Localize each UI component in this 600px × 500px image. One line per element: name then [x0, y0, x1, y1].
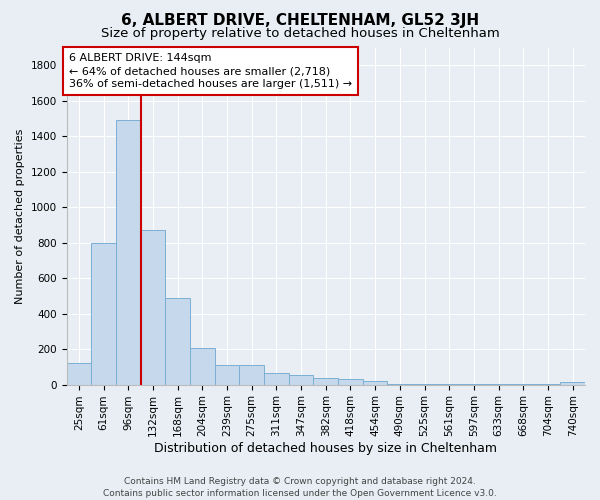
Text: 6, ALBERT DRIVE, CHELTENHAM, GL52 3JH: 6, ALBERT DRIVE, CHELTENHAM, GL52 3JH — [121, 12, 479, 28]
Bar — [140, 230, 165, 384]
Bar — [289, 375, 313, 384]
Bar — [239, 365, 264, 384]
Bar — [91, 242, 116, 384]
Bar — [363, 381, 388, 384]
Bar — [215, 365, 239, 384]
Bar — [264, 373, 289, 384]
Bar — [190, 348, 215, 385]
Bar — [116, 120, 140, 384]
Y-axis label: Number of detached properties: Number of detached properties — [15, 128, 25, 304]
Text: 6 ALBERT DRIVE: 144sqm
← 64% of detached houses are smaller (2,718)
36% of semi-: 6 ALBERT DRIVE: 144sqm ← 64% of detached… — [69, 53, 352, 89]
Text: Size of property relative to detached houses in Cheltenham: Size of property relative to detached ho… — [101, 28, 499, 40]
Bar — [560, 382, 585, 384]
Text: Contains HM Land Registry data © Crown copyright and database right 2024.
Contai: Contains HM Land Registry data © Crown c… — [103, 476, 497, 498]
Bar — [338, 380, 363, 384]
X-axis label: Distribution of detached houses by size in Cheltenham: Distribution of detached houses by size … — [154, 442, 497, 455]
Bar — [313, 378, 338, 384]
Bar — [67, 364, 91, 384]
Bar — [165, 298, 190, 384]
